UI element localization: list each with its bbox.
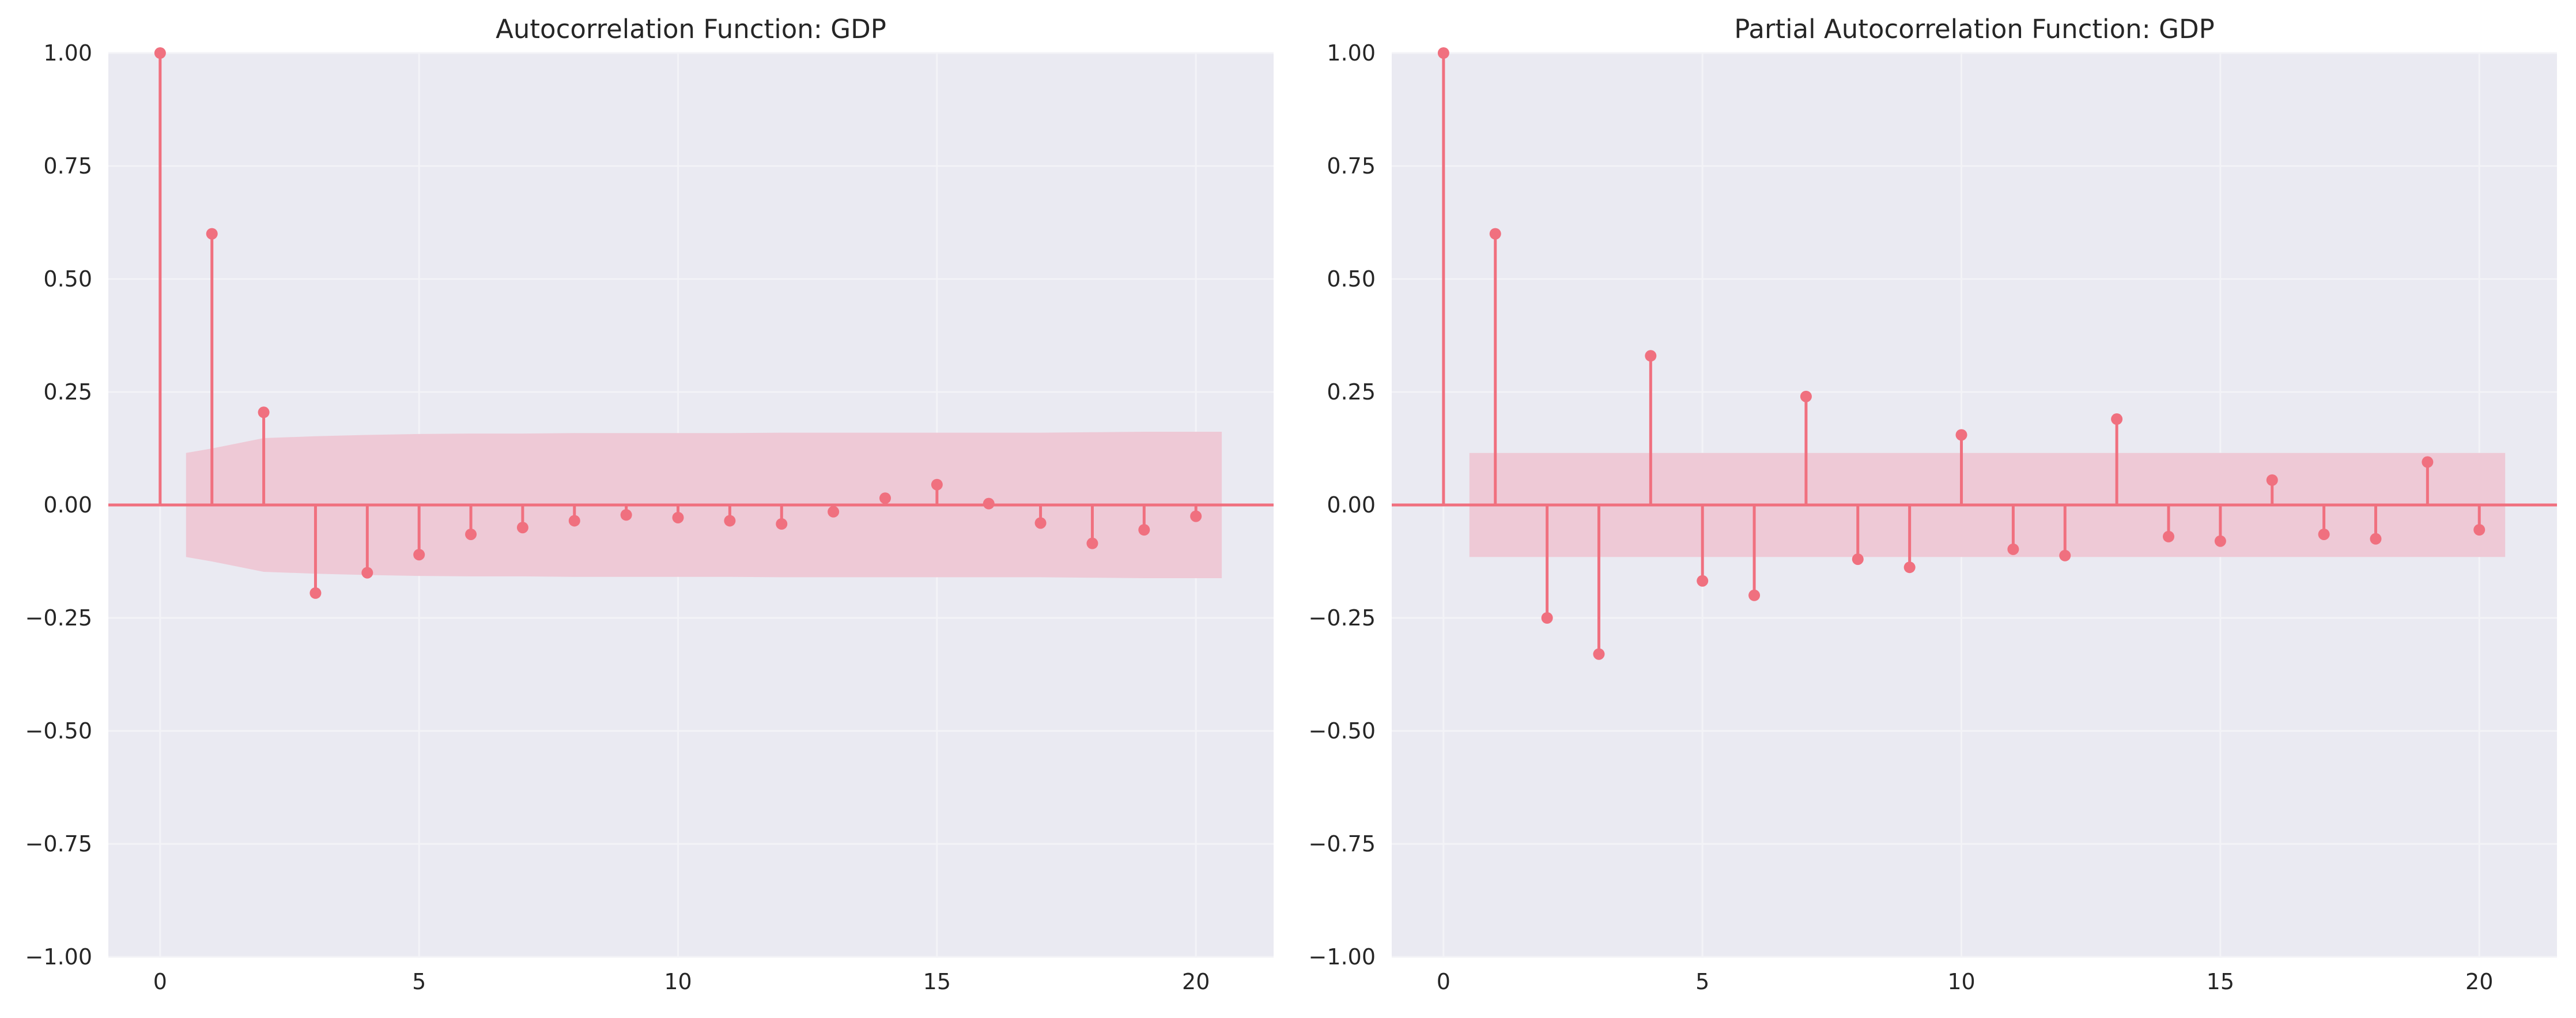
- acf-y-tick-label: −1.00: [25, 944, 92, 970]
- acf-y-tick-label: 0.25: [43, 379, 92, 405]
- pacf-marker-lag-5: [1697, 575, 1709, 587]
- pacf-marker-lag-18: [2370, 533, 2382, 545]
- acf-marker-lag-16: [983, 497, 995, 510]
- pacf-marker-lag-10: [1955, 429, 1967, 441]
- pacf-marker-lag-19: [2422, 456, 2434, 468]
- acf-marker-lag-2: [258, 406, 270, 418]
- acf-marker-lag-17: [1034, 517, 1047, 529]
- pacf-marker-lag-0: [1437, 47, 1449, 59]
- acf-marker-lag-11: [724, 515, 736, 527]
- acf-y-tick-label: −0.75: [25, 831, 92, 857]
- acf-chart: −1.00 −0.75 −0.50 −0.25 0.00 0.25 0.50 0.75 1.00…: [25, 14, 1274, 994]
- acf-x-tick-label: 10: [664, 969, 692, 994]
- pacf-marker-lag-14: [2163, 530, 2174, 542]
- acf-chart-title: Autocorrelation Function: GDP: [496, 14, 886, 44]
- pacf-x-tick-label: 20: [2465, 969, 2493, 994]
- acf-marker-lag-15: [931, 478, 943, 491]
- charts-container: −1.00 −0.75 −0.50 −0.25 0.00 0.25 0.50 0.75 1.00…: [25, 14, 2557, 994]
- acf-marker-lag-3: [309, 587, 322, 599]
- acf-y-tick-label: 0.50: [43, 266, 92, 292]
- pacf-marker-lag-8: [1852, 553, 1864, 565]
- acf-marker-lag-0: [154, 47, 166, 59]
- pacf-marker-lag-15: [2214, 535, 2226, 547]
- pacf-y-tick-label: −0.75: [1309, 831, 1376, 857]
- acf-x-tick-label: 20: [1182, 969, 1210, 994]
- pacf-x-tick-label: 10: [1947, 969, 1975, 994]
- acf-y-tick-label: −0.25: [25, 605, 92, 631]
- acf-marker-lag-10: [672, 511, 684, 523]
- pacf-y-tick-label: 0.00: [1327, 492, 1376, 518]
- acf-y-tick-label: 0.00: [43, 492, 92, 518]
- pacf-marker-lag-6: [1748, 589, 1761, 601]
- pacf-marker-lag-17: [2318, 528, 2330, 540]
- pacf-marker-lag-3: [1593, 648, 1605, 660]
- pacf-marker-lag-4: [1645, 350, 1657, 362]
- pacf-x-tick-label: 15: [2207, 969, 2234, 994]
- acf-marker-lag-18: [1086, 537, 1098, 549]
- acf-marker-lag-4: [361, 567, 373, 579]
- pacf-marker-lag-20: [2473, 524, 2486, 536]
- pacf-marker-lag-2: [1541, 612, 1553, 624]
- acf-marker-lag-19: [1138, 524, 1150, 536]
- pacf-y-tick-label: 0.50: [1327, 266, 1376, 292]
- pacf-marker-lag-7: [1800, 390, 1812, 402]
- pacf-marker-lag-16: [2266, 474, 2278, 486]
- pacf-y-tick-label: −1.00: [1309, 944, 1376, 970]
- pacf-chart: −1.00 −0.75 −0.50 −0.25 0.00 0.25 0.50 0.75 1.00…: [1309, 14, 2557, 994]
- acf-x-tick-label: 5: [412, 969, 426, 994]
- acf-x-tick-label: 15: [923, 969, 951, 994]
- acf-y-tick-label: 1.00: [43, 40, 92, 66]
- pacf-y-tick-label: −0.25: [1309, 605, 1376, 631]
- acf-marker-lag-8: [568, 515, 580, 527]
- pacf-x-tick-label: 0: [1437, 969, 1451, 994]
- pacf-marker-lag-9: [1903, 561, 1916, 574]
- acf-x-tick-label: 0: [153, 969, 167, 994]
- acf-marker-lag-12: [776, 518, 788, 530]
- pacf-chart-title: Partial Autocorrelation Function: GDP: [1734, 14, 2215, 44]
- pacf-y-tick-label: 0.75: [1327, 153, 1376, 179]
- acf-marker-lag-6: [465, 528, 477, 540]
- pacf-x-tick-label: 5: [1695, 969, 1709, 994]
- acf-marker-lag-20: [1190, 510, 1202, 522]
- pacf-marker-lag-12: [2059, 549, 2071, 561]
- acf-marker-lag-14: [879, 492, 891, 504]
- acf-marker-lag-5: [413, 549, 425, 561]
- acf-y-tick-label: 0.75: [43, 153, 92, 179]
- pacf-marker-lag-11: [2007, 543, 2019, 555]
- pacf-y-tick-label: 0.25: [1327, 379, 1376, 405]
- pacf-marker-lag-13: [2111, 413, 2123, 425]
- pacf-y-tick-label: 1.00: [1327, 40, 1376, 66]
- acf-marker-lag-9: [620, 509, 632, 521]
- acf-y-tick-label: −0.50: [25, 718, 92, 744]
- acf-marker-lag-1: [206, 228, 218, 240]
- pacf-marker-lag-1: [1489, 228, 1501, 240]
- pacf-y-tick-label: −0.50: [1309, 718, 1376, 744]
- acf-marker-lag-13: [828, 506, 840, 518]
- acf-marker-lag-7: [516, 522, 528, 534]
